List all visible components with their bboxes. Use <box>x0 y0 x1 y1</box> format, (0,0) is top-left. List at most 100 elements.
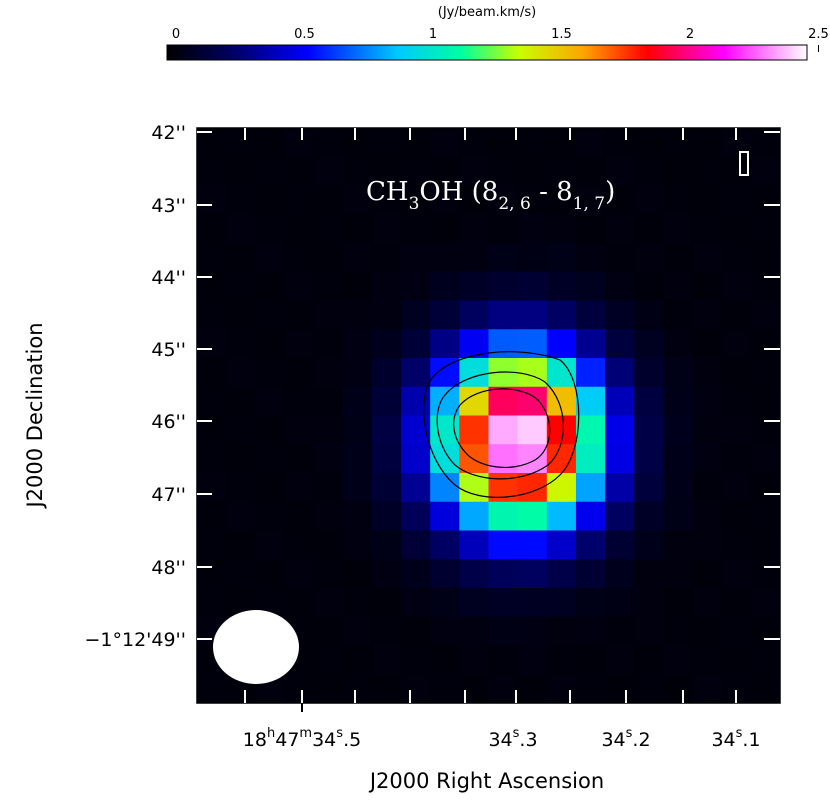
image-pixel <box>459 214 490 244</box>
image-pixel <box>663 271 694 302</box>
image-pixel <box>721 473 752 503</box>
image-pixel <box>488 473 519 503</box>
image-pixel <box>459 674 490 703</box>
image-pixel <box>401 501 431 532</box>
image-pixel <box>459 645 490 675</box>
image-pixel <box>663 185 694 215</box>
image-pixel <box>692 358 723 388</box>
image-pixel <box>371 271 402 302</box>
image-pixel <box>575 645 606 675</box>
image-pixel <box>430 271 460 302</box>
image-pixel <box>605 530 635 560</box>
image-pixel <box>488 559 519 589</box>
image-pixel <box>459 530 490 560</box>
image-pixel <box>342 300 373 330</box>
image-pixel <box>575 559 606 589</box>
image-pixel <box>226 329 256 359</box>
image-pixel <box>342 386 373 417</box>
image-pixel <box>430 559 460 589</box>
image-pixel <box>750 214 780 244</box>
image-pixel <box>575 588 606 618</box>
image-pixel <box>284 501 315 532</box>
y-tick-label: 44'' <box>151 267 186 289</box>
image-pixel <box>517 243 548 273</box>
y-tick-labels: 42'' 43'' 44'' 45'' 46'' 47'' 48'' −1°12'49'' <box>84 122 186 651</box>
image-pixel <box>663 588 694 618</box>
image-pixel <box>255 185 286 215</box>
image-pixel <box>197 300 227 330</box>
image-pixel <box>401 444 431 474</box>
image-pixel <box>430 300 460 330</box>
image-pixel <box>371 214 402 244</box>
image-pixel <box>634 271 664 302</box>
image-pixel <box>634 616 664 647</box>
image-pixel <box>255 358 286 388</box>
image-pixel <box>517 588 548 618</box>
image-pixel <box>488 300 519 330</box>
image-pixel <box>342 185 373 215</box>
image-pixel <box>546 588 577 618</box>
image-pixel <box>197 559 227 589</box>
image-pixel <box>342 559 373 589</box>
image-pixel <box>313 530 344 560</box>
image-pixel <box>750 588 780 618</box>
x-tick-label-2: 34s.2 <box>601 726 650 751</box>
image-pixel <box>342 588 373 618</box>
molecule-label: CH3OH (82, 6 - 81, 7) <box>366 177 615 214</box>
image-pixel <box>284 214 315 244</box>
image-pixel <box>197 386 227 417</box>
image-pixel <box>342 473 373 503</box>
image-pixel <box>342 645 373 675</box>
image-pixel <box>430 674 460 703</box>
image-pixel <box>371 616 402 647</box>
image-pixel <box>750 444 780 474</box>
image-pixel <box>488 128 519 158</box>
image-pixel <box>488 386 519 417</box>
image-pixel <box>401 645 431 675</box>
image-pixel <box>721 386 752 417</box>
x-tick-label-1: 34s.3 <box>488 726 537 751</box>
image-pixel <box>459 329 490 359</box>
colorbar-tick-label: 1 <box>429 27 437 42</box>
image-pixel <box>575 473 606 503</box>
image-pixel <box>430 415 460 445</box>
contour-level-2 <box>436 371 564 480</box>
image-pixel <box>517 128 548 158</box>
image-pixel <box>488 156 519 187</box>
image-pixel <box>226 271 256 302</box>
image-pixel <box>342 415 373 445</box>
image-pixel <box>721 559 752 589</box>
molecule-label-sub2: 2, 6 <box>498 194 530 214</box>
image-pixel <box>546 473 577 503</box>
image-pixel <box>226 559 256 589</box>
image-pixel <box>342 243 373 273</box>
image-pixel <box>750 645 780 675</box>
image-pixel <box>692 501 723 532</box>
image-pixel <box>313 616 344 647</box>
image-pixel <box>605 300 635 330</box>
image-pixel <box>255 559 286 589</box>
contour-level-1 <box>423 351 580 498</box>
image-pixel <box>692 128 723 158</box>
image-pixel <box>401 243 431 273</box>
image-pixel <box>575 214 606 244</box>
image-pixel <box>401 358 431 388</box>
image-pixel <box>575 501 606 532</box>
image-pixel <box>284 156 315 187</box>
image-pixel <box>371 329 402 359</box>
image-pixel <box>605 588 635 618</box>
image-pixel <box>546 300 577 330</box>
image-pixel <box>401 156 431 187</box>
image-pixel <box>197 185 227 215</box>
image-pixel <box>313 185 344 215</box>
image-pixel <box>575 530 606 560</box>
image-pixel <box>459 271 490 302</box>
molecule-label-sub1: 3 <box>409 194 420 214</box>
image-pixel <box>459 185 490 215</box>
frame-ticks <box>197 128 780 712</box>
image-pixel <box>430 358 460 388</box>
image-pixel <box>313 329 344 359</box>
image-pixel <box>488 616 519 647</box>
molecule-label-end: ) <box>605 177 615 207</box>
